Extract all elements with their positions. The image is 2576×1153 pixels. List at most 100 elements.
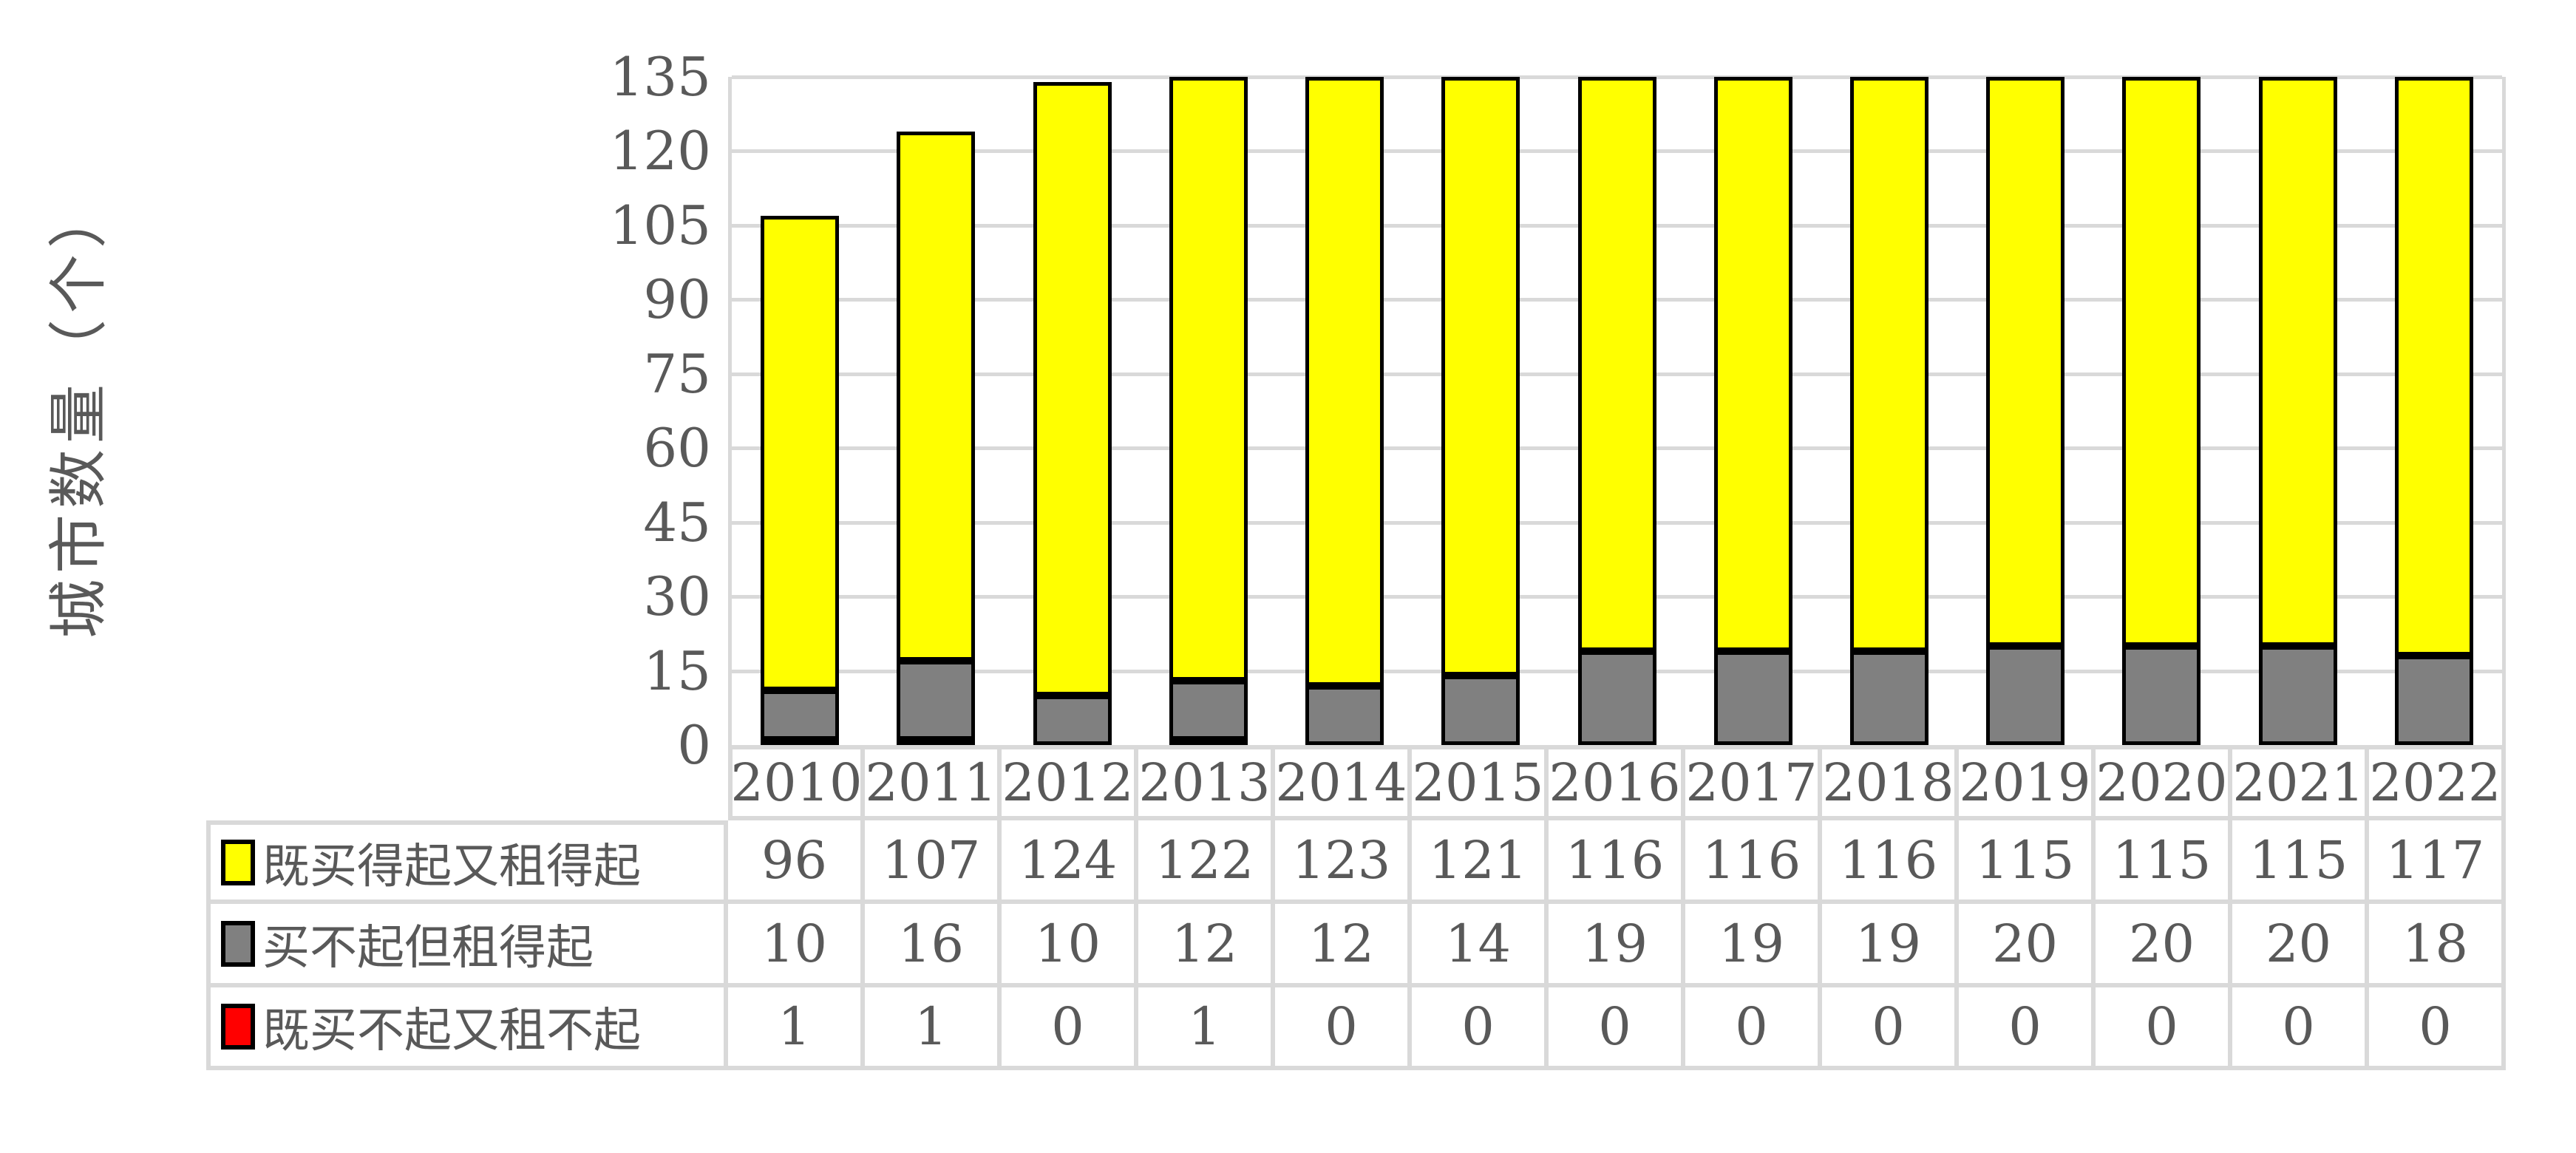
bar-segment-2018-买不起但租得起 <box>1849 650 1928 745</box>
table-value-买不起但租得起-2010: 10 <box>728 904 865 987</box>
table-value-买不起但租得起-2011: 16 <box>865 904 1002 987</box>
bar-segment-2020-既买得起又租得起 <box>2122 77 2201 647</box>
bar-column-2021 <box>2230 77 2366 745</box>
table-value-既买不起又租不起-2022: 0 <box>2369 987 2506 1070</box>
bar-column-2016 <box>1549 77 1685 745</box>
bar-column-2022 <box>2366 77 2502 745</box>
legend-swatch-既买不起又租不起 <box>221 1004 255 1050</box>
bar-column-2018 <box>1821 77 1957 745</box>
table-value-买不起但租得起-2021: 20 <box>2232 904 2369 987</box>
table-value-既买不起又租不起-2021: 0 <box>2232 987 2369 1070</box>
data-table: 2010 2011 2012 2013 2014 2015 2016 2017 2018 2019… <box>206 745 2506 1070</box>
table-value-既买不起又租不起-2015: 0 <box>1412 987 1549 1070</box>
x-axis-label-2020: 2020 <box>2096 745 2232 820</box>
bar-segment-2013-既买得起又租得起 <box>1169 77 1248 681</box>
bar-column-2020 <box>2093 77 2229 745</box>
table-value-既买不起又租不起-2013: 1 <box>1138 987 1275 1070</box>
bar-segment-2011-买不起但租得起 <box>897 661 976 741</box>
bar-segment-2012-买不起但租得起 <box>1033 695 1112 745</box>
table-value-既买不起又租不起-2019: 0 <box>1959 987 2096 1070</box>
table-value-既买不起又租不起-2018: 0 <box>1822 987 1959 1070</box>
bar-segment-2019-买不起但租得起 <box>1986 646 2065 745</box>
bar-segment-2013-既买不起又租不起 <box>1169 740 1248 745</box>
table-value-既买得起又租得起-2014: 123 <box>1275 820 1412 904</box>
x-axis-label-2013: 2013 <box>1138 745 1275 820</box>
bars-layer <box>732 77 2502 745</box>
bar-segment-2015-买不起但租得起 <box>1441 676 1520 745</box>
y-tick-label-45: 45 <box>643 491 711 554</box>
bar-segment-2010-买不起但租得起 <box>761 690 840 741</box>
table-value-既买不起又租不起-2014: 0 <box>1275 987 1412 1070</box>
table-value-买不起但租得起-2018: 19 <box>1822 904 1959 987</box>
table-value-既买得起又租得起-2012: 124 <box>1002 820 1138 904</box>
y-axis-title: 城市数量（个） <box>44 183 113 639</box>
table-value-既买不起又租不起-2017: 0 <box>1685 987 1822 1070</box>
table-value-既买得起又租得起-2022: 117 <box>2369 820 2506 904</box>
table-value-买不起但租得起-2015: 14 <box>1412 904 1549 987</box>
bar-segment-2016-买不起但租得起 <box>1577 650 1656 745</box>
y-tick-label-0: 0 <box>677 714 711 776</box>
bar-segment-2011-既买不起又租不起 <box>897 740 976 745</box>
table-value-既买得起又租得起-2016: 116 <box>1549 820 1685 904</box>
bar-segment-2013-买不起但租得起 <box>1169 680 1248 741</box>
legend-label-既买得起又租得起: 既买得起又租得起 <box>206 820 728 904</box>
bar-segment-2021-买不起但租得起 <box>2258 646 2337 745</box>
table-value-既买不起又租不起-2011: 1 <box>865 987 1002 1070</box>
table-value-既买得起又租得起-2013: 122 <box>1138 820 1275 904</box>
bar-column-2012 <box>1004 77 1140 745</box>
table-value-既买不起又租不起-2010: 1 <box>728 987 865 1070</box>
y-tick-label-90: 90 <box>643 268 711 331</box>
y-tick-label-75: 75 <box>643 342 711 405</box>
y-tick-label-30: 30 <box>643 565 711 628</box>
bar-segment-2020-买不起但租得起 <box>2122 646 2201 745</box>
legend-swatch-既买得起又租得起 <box>221 839 255 885</box>
table-value-既买得起又租得起-2020: 115 <box>2096 820 2232 904</box>
table-value-买不起但租得起-2022: 18 <box>2369 904 2506 987</box>
x-axis-label-2019: 2019 <box>1959 745 2096 820</box>
bar-segment-2022-既买得起又租得起 <box>2394 77 2473 656</box>
table-value-买不起但租得起-2017: 19 <box>1685 904 1822 987</box>
table-value-既买得起又租得起-2015: 121 <box>1412 820 1549 904</box>
bar-segment-2016-既买得起又租得起 <box>1577 77 1656 651</box>
table-value-买不起但租得起-2016: 19 <box>1549 904 1685 987</box>
table-value-既买得起又租得起-2011: 107 <box>865 820 1002 904</box>
table-value-既买不起又租不起-2012: 0 <box>1002 987 1138 1070</box>
bar-segment-2018-既买得起又租得起 <box>1849 77 1928 651</box>
bar-column-2014 <box>1277 77 1413 745</box>
bar-segment-2015-既买得起又租得起 <box>1441 77 1520 676</box>
x-axis-label-2015: 2015 <box>1412 745 1549 820</box>
y-tick-label-105: 105 <box>609 194 711 256</box>
plot-area <box>728 75 2506 745</box>
table-value-既买得起又租得起-2019: 115 <box>1959 820 2096 904</box>
bar-column-2011 <box>868 77 1004 745</box>
table-value-既买得起又租得起-2021: 115 <box>2232 820 2369 904</box>
table-value-买不起但租得起-2012: 10 <box>1002 904 1138 987</box>
bar-column-2010 <box>732 77 868 745</box>
x-axis-label-2017: 2017 <box>1685 745 1822 820</box>
bar-column-2013 <box>1141 77 1277 745</box>
legend-label-既买不起又租不起: 既买不起又租不起 <box>206 987 728 1070</box>
table-value-买不起但租得起-2014: 12 <box>1275 904 1412 987</box>
series-name-text: 买不起但租得起 <box>262 920 594 976</box>
bar-segment-2019-既买得起又租得起 <box>1986 77 2065 647</box>
bar-column-2017 <box>1685 77 1821 745</box>
y-tick-label-15: 15 <box>643 639 711 702</box>
x-axis-label-2011: 2011 <box>865 745 1002 820</box>
bar-segment-2021-既买得起又租得起 <box>2258 77 2337 647</box>
x-axis-label-2022: 2022 <box>2369 745 2506 820</box>
table-value-既买得起又租得起-2018: 116 <box>1822 820 1959 904</box>
table-corner-spacer <box>206 745 728 820</box>
table-value-既买得起又租得起-2017: 116 <box>1685 820 1822 904</box>
x-axis-label-2018: 2018 <box>1822 745 1959 820</box>
x-axis-label-2021: 2021 <box>2232 745 2369 820</box>
y-tick-label-135: 135 <box>609 46 711 108</box>
table-value-买不起但租得起-2019: 20 <box>1959 904 2096 987</box>
table-value-既买不起又租不起-2016: 0 <box>1549 987 1685 1070</box>
x-axis-label-2016: 2016 <box>1549 745 1685 820</box>
y-tick-label-120: 120 <box>609 120 711 183</box>
y-tick-label-60: 60 <box>643 417 711 480</box>
bar-segment-2012-既买得起又租得起 <box>1033 81 1112 696</box>
table-value-既买得起又租得起-2010: 96 <box>728 820 865 904</box>
table-value-买不起但租得起-2013: 12 <box>1138 904 1275 987</box>
